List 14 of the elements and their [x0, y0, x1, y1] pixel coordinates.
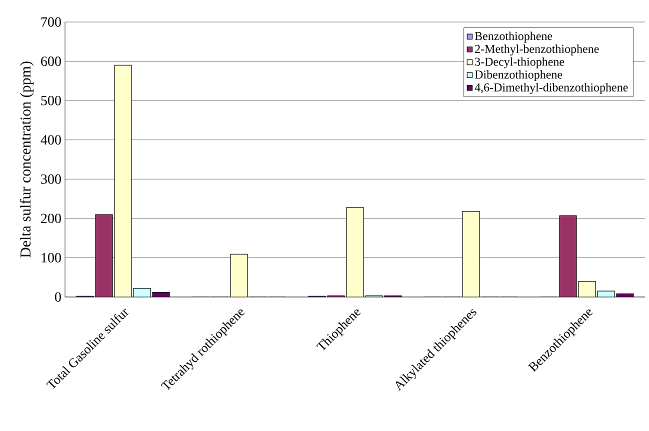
y-tick-label: 200 [41, 214, 61, 224]
legend-label: 3-Decyl-thiophene [475, 57, 564, 68]
y-tick-label: 700 [41, 17, 61, 27]
y-tick-label: 0 [55, 292, 61, 302]
legend-label: 4,6-Dimethyl-dibenzothiophene [474, 83, 628, 94]
y-axis-title: Delta sulfur concentration (ppm) [20, 62, 34, 258]
legend-label: Benzothiophene [474, 32, 552, 43]
y-tick-label: 100 [42, 252, 61, 262]
y-tick-label: 600 [41, 56, 61, 66]
legend-label: 2-Methyl-benzothiophene [475, 44, 599, 56]
y-tick-label: 500 [41, 96, 61, 106]
legend-label: Dibenzothiophene [474, 70, 562, 82]
y-tick-label: 300 [41, 174, 61, 184]
y-tick-label: 400 [40, 135, 61, 145]
